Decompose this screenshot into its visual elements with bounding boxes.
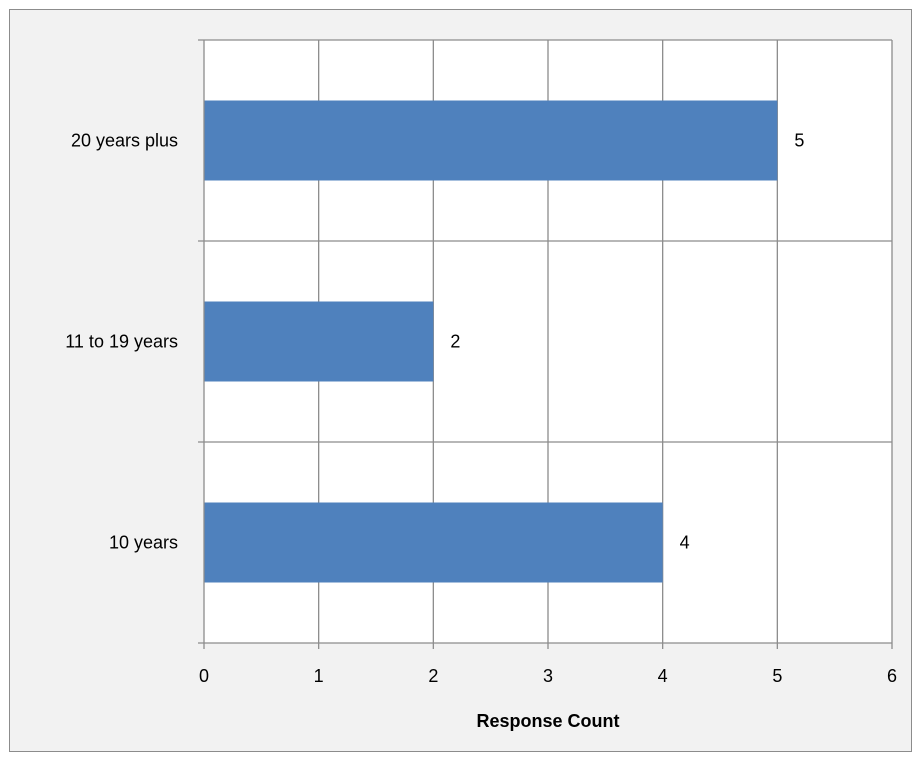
data-label-2: 4	[680, 533, 690, 553]
axes	[198, 40, 893, 649]
x-tick-label-6: 6	[887, 666, 897, 686]
bar-2	[204, 502, 663, 583]
x-tick-label-0: 0	[199, 666, 209, 686]
x-tick-label-2: 2	[428, 666, 438, 686]
x-tick-label-5: 5	[772, 666, 782, 686]
bar-0	[204, 100, 778, 181]
bar-1	[204, 301, 434, 382]
labels: 5 20 years plus 2 11 to 19 years 4 10 years 0 1…	[65, 131, 897, 687]
x-tick-label-3: 3	[543, 666, 553, 686]
category-label-0: 20 years plus	[71, 131, 178, 151]
x-axis-title: Response Count	[476, 711, 619, 731]
bars	[204, 100, 778, 583]
data-label-0: 5	[794, 131, 804, 151]
category-label-1: 11 to 19 years	[65, 332, 178, 352]
x-tick-label-4: 4	[658, 666, 668, 686]
data-label-1: 2	[450, 332, 460, 352]
x-tick-label-1: 1	[314, 666, 324, 686]
category-label-2: 10 years	[109, 533, 178, 553]
